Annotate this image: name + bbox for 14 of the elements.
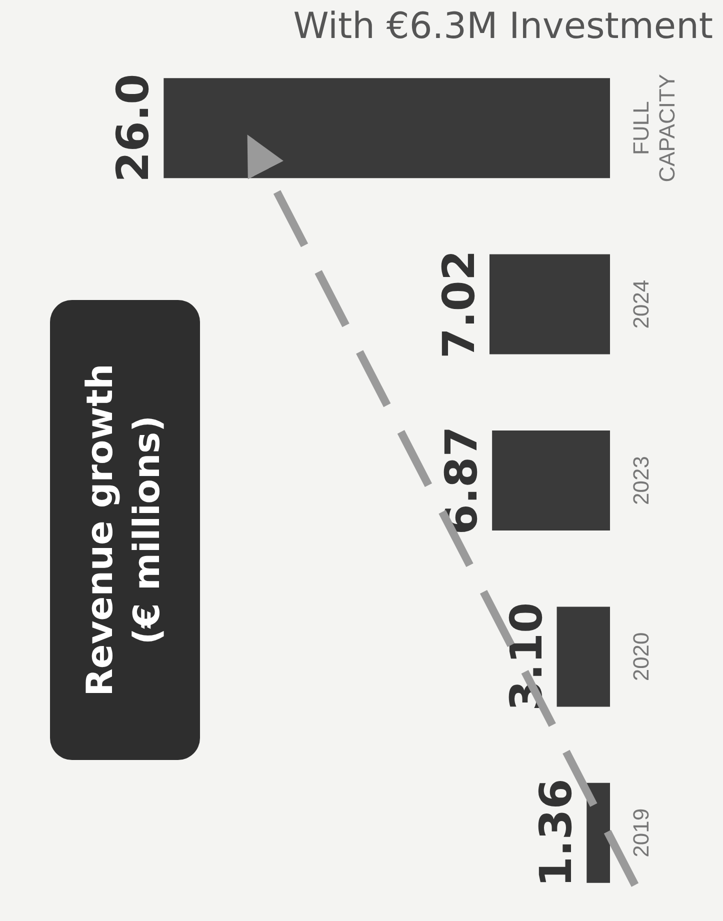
bar [556,606,610,707]
y-tick-label: 2023 [628,456,654,505]
y-tick-label: 2019 [628,808,654,858]
y-tick-label: 2024 [628,280,654,329]
data-label: 7.02 [434,250,485,359]
y-tick-label: 2020 [628,632,654,682]
bar [164,78,610,178]
y-tick-label: FULL CAPACITY [628,74,680,182]
data-label: 26.0 [108,74,160,182]
bar [586,782,610,883]
bar [489,254,610,354]
bar [492,430,610,530]
data-label: 1.36 [531,778,582,888]
chart-subtitle: With €6.3M Investment [293,6,713,47]
